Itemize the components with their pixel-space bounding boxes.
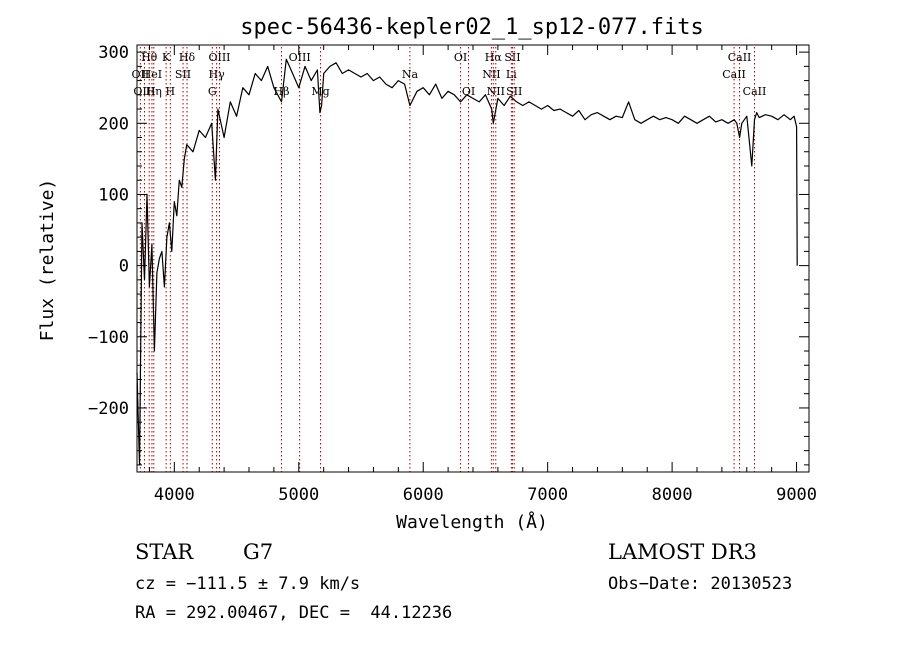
spectral-line-label: Hη — [146, 85, 162, 98]
spectral-line-label: H — [166, 85, 176, 98]
spectral-line-label: Li — [506, 68, 517, 81]
spectral-line-label: SII — [175, 68, 191, 81]
spectral-line-label: NII — [487, 85, 505, 98]
spectral-line-label: HeI — [142, 68, 162, 81]
spectrum-line — [136, 58, 798, 466]
y-axis-label: Flux (relative) — [37, 179, 58, 342]
spectral-line-label: NII — [482, 68, 500, 81]
y-tick-label: −100 — [88, 328, 129, 348]
spectral-line-label: Hα — [485, 51, 503, 64]
observation-date: Obs−Date: 20130523 — [608, 574, 793, 594]
spectral-line-label: CaII — [728, 51, 752, 64]
y-tick-label: 100 — [98, 185, 129, 205]
chart-title: spec-56436-kepler02_1_sp12-077.fits — [240, 15, 704, 40]
y-tick-label: 300 — [98, 43, 129, 63]
spectral-line-label: CaII — [743, 85, 767, 98]
spectral-line-label: K — [162, 51, 171, 64]
spectral-line-label: OIII — [208, 51, 230, 64]
spectral-line-label: OI — [454, 51, 467, 64]
spectral-line-label: Hδ — [179, 51, 196, 64]
spectral-line-label: OI — [462, 85, 475, 98]
spectrum-series — [136, 58, 798, 466]
y-tick-label: 200 — [98, 114, 129, 134]
spectral-line-label: SII — [506, 85, 522, 98]
axes: 4000 5000 6000 7000 8000 9000 −200 −100 0 100 200 3… — [88, 43, 817, 505]
x-tick-label: 5000 — [278, 485, 319, 505]
spectral-line-label: Hθ — [141, 51, 158, 64]
x-tick-label: 8000 — [652, 485, 693, 505]
spectral-line-label: Na — [402, 68, 419, 81]
x-tick-label: 4000 — [154, 485, 195, 505]
spectral-line-label: CaII — [722, 68, 746, 81]
y-tick-label: 0 — [119, 257, 129, 277]
redshift-cz: cz = −111.5 ± 7.9 km/s — [135, 574, 361, 594]
x-tick-label: 7000 — [527, 485, 568, 505]
spectral-line-label: G — [208, 85, 217, 98]
x-tick-label: 6000 — [403, 485, 444, 505]
x-axis-label: Wavelength (Å) — [396, 511, 548, 533]
object-class: STAR — [135, 540, 194, 564]
survey-name: LAMOST DR3 — [608, 540, 757, 564]
x-tick-label: 9000 — [776, 485, 817, 505]
spectral-line-label: OIII — [289, 51, 311, 64]
object-subclass: G7 — [243, 540, 274, 564]
coordinates: RA = 292.00467, DEC = 44.12236 — [135, 603, 453, 623]
spectral-line-label: SII — [504, 51, 520, 64]
spectral-line-label: Mg — [311, 85, 329, 98]
y-tick-label: −200 — [88, 399, 129, 419]
spectral-line-label: Hγ — [209, 68, 226, 81]
